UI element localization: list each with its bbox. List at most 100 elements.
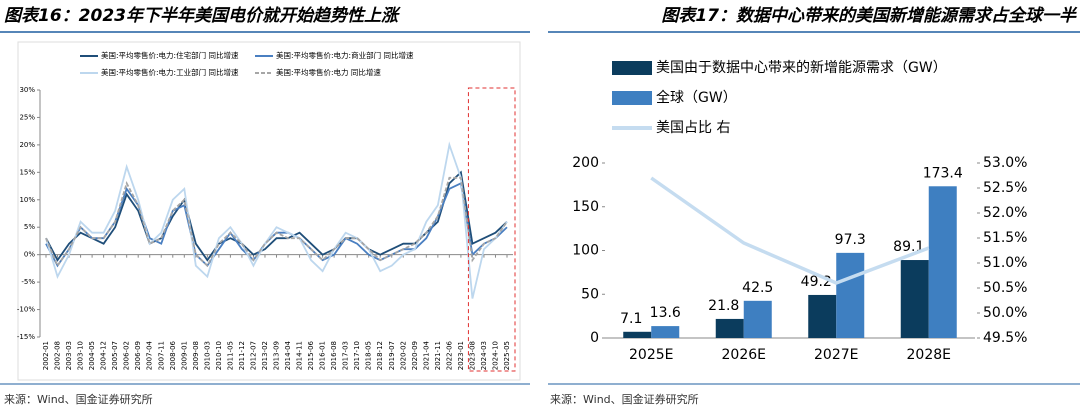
x-tick-label: 2017-10: [353, 341, 361, 370]
data-label: 97.3: [835, 232, 866, 248]
x-tick-label: 2027E: [814, 347, 858, 363]
x-tick-label: 2002-08: [54, 341, 62, 370]
x-tick-label: 2016-01: [319, 341, 327, 370]
x-tick-label: 2018-12: [376, 341, 384, 370]
x-tick-label: 2006-09: [134, 341, 142, 370]
x-tick-label: 2020-09: [411, 341, 419, 370]
y-tick-label: 0%: [24, 251, 35, 259]
chart-title: 图表16：2023年下半年美国电价就开始趋势性上涨: [4, 6, 401, 26]
bar: [623, 331, 652, 338]
x-tick-label: 2004-12: [100, 341, 108, 370]
legend-swatch: [612, 91, 652, 105]
x-tick-label: 2013-02: [261, 341, 269, 370]
x-tick-label: 2023-08: [468, 341, 476, 370]
y-tick-label: 150: [572, 199, 599, 215]
bar: [808, 294, 837, 338]
y-tick-label: 100: [572, 243, 599, 259]
legend-label: 美国占比 右: [656, 120, 730, 136]
x-tick-label: 2012-07: [249, 341, 257, 370]
x-tick-label: 2019-07: [388, 341, 396, 370]
legend-label: 美国:平均零售价:电力:商业部门 同比增速: [276, 50, 414, 60]
x-tick-label: 2025E: [629, 347, 673, 363]
series-line: [45, 176, 508, 268]
x-tick-label: 2011-12: [238, 341, 246, 370]
y2-tick-label: 51.0%: [983, 255, 1027, 271]
x-tick-label: 2014-04: [284, 340, 292, 370]
x-tick-label: 2028E: [907, 347, 951, 363]
x-tick-label: 2003-03: [65, 341, 73, 370]
x-tick-label: 2026E: [722, 347, 766, 363]
x-tick-label: 2007-11: [157, 341, 165, 370]
x-tick-label: 2009-08: [192, 341, 200, 370]
bar: [928, 186, 957, 338]
x-tick-label: 2005-07: [111, 341, 119, 370]
y-tick-label: 20%: [19, 141, 35, 149]
x-tick-label: 2008-06: [169, 340, 177, 370]
x-tick-label: 2011-05: [226, 341, 234, 370]
x-tick-label: 2022-06: [445, 340, 453, 370]
data-label: 49.2: [801, 274, 832, 290]
bar: [651, 326, 680, 338]
legend-label: 美国:平均零售价:电力:工业部门 同比增速: [101, 67, 239, 77]
series-line: [45, 141, 508, 299]
x-tick-label: 2021-04: [422, 340, 430, 370]
x-tick-label: 2002-01: [42, 341, 50, 370]
chart-frame: [17, 41, 521, 381]
y2-tick-label: 52.0%: [983, 205, 1027, 221]
x-tick-label: 2023-01: [457, 341, 465, 370]
x-tick-label: 2024-10: [491, 341, 499, 370]
series-line: [650, 176, 930, 285]
x-tick-label: 2010-03: [203, 341, 211, 370]
y2-tick-label: 51.5%: [983, 230, 1027, 246]
x-tick-label: 2010-10: [215, 341, 223, 370]
data-label: 7.1: [620, 311, 642, 327]
y-tick-label: 0: [590, 330, 599, 346]
x-tick-label: 2020-02: [399, 341, 407, 370]
x-tick-label: 2016-08: [330, 341, 338, 370]
y-tick-label: 50: [581, 286, 599, 302]
x-tick-label: 2013-09: [273, 341, 281, 370]
x-tick-label: 2009-01: [180, 341, 188, 370]
y-tick-label: -10%: [17, 306, 35, 314]
x-tick-label: 2004-05: [88, 341, 96, 370]
y-tick-label: -15%: [17, 333, 35, 341]
data-label: 42.5: [742, 280, 773, 296]
series-line: [45, 181, 508, 268]
data-label: 173.4: [923, 165, 963, 181]
source: 来源：Wind、国金证券研究所: [550, 392, 699, 406]
legend-swatch: [612, 61, 652, 75]
y2-tick-label: 49.5%: [983, 330, 1027, 346]
legend-label: 全球（GW）: [656, 89, 737, 106]
y2-tick-label: 50.5%: [983, 280, 1027, 296]
bar: [715, 318, 744, 338]
highlight-box: [467, 87, 516, 372]
y-tick-label: 25%: [19, 113, 35, 121]
legend-label: 美国:平均零售价:电力:住宅部门 同比增速: [101, 50, 239, 60]
y-tick-label: -5%: [21, 278, 35, 286]
x-tick-label: 2006-02: [123, 341, 131, 370]
y-tick-label: 10%: [19, 196, 35, 204]
y2-tick-label: 52.5%: [983, 180, 1027, 196]
x-tick-label: 2014-11: [296, 341, 304, 370]
x-tick-label: 2003-10: [77, 341, 85, 370]
data-label: 21.8: [708, 298, 739, 314]
bar: [836, 252, 865, 338]
chart-title: 图表17：数据中心带来的美国新增能源需求占全球一半: [661, 6, 1078, 26]
y2-tick-label: 50.0%: [983, 305, 1027, 321]
x-tick-label: 2024-03: [480, 341, 488, 370]
x-tick-label: 2017-03: [342, 341, 350, 370]
y-tick-label: 15%: [19, 168, 35, 176]
source: 来源：Wind、国金证券研究所: [4, 392, 153, 406]
y-tick-label: 5%: [24, 223, 35, 231]
legend-label: 美国由于数据中心带来的新增能源需求（GW）: [656, 60, 947, 76]
legend-label: 美国:平均零售价:电力 同比增速: [276, 67, 381, 77]
data-label: 13.6: [650, 305, 681, 321]
x-tick-label: 2021-11: [434, 341, 442, 370]
y2-tick-label: 53.0%: [983, 155, 1027, 171]
x-tick-label: 2018-05: [365, 341, 373, 370]
x-tick-label: 2015-06: [307, 340, 315, 370]
y-tick-label: 30%: [19, 86, 35, 94]
bar: [743, 300, 772, 338]
x-tick-label: 2007-04: [146, 340, 154, 370]
